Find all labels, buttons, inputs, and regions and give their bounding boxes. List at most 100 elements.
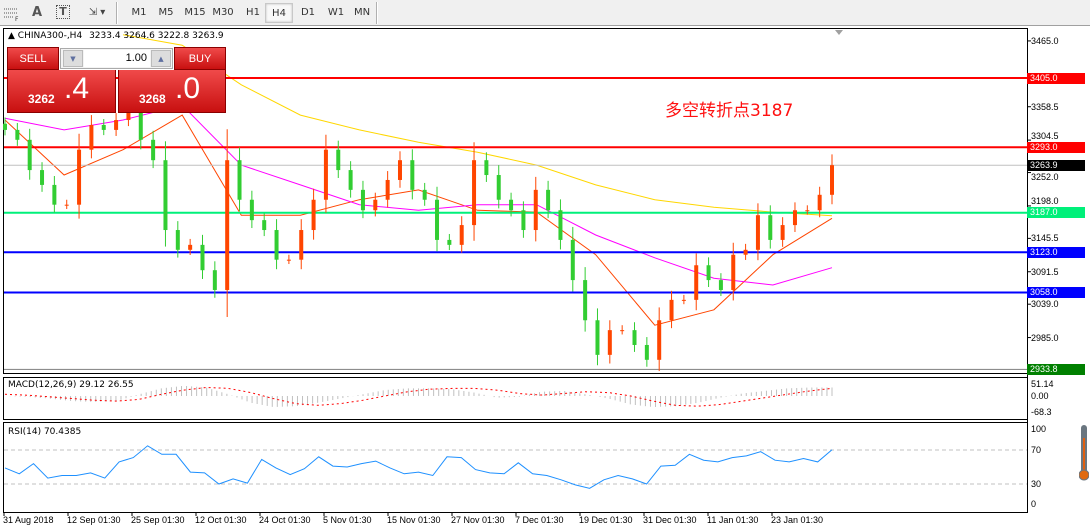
collapse-triangle-icon[interactable]: ▲ (8, 31, 15, 41)
candle-body (817, 194, 822, 211)
price-axis-label: 3198.0 (1031, 196, 1059, 207)
candle-body (151, 139, 156, 161)
timeframe-m30-button[interactable]: M30 (212, 7, 234, 18)
volume-increase-button[interactable]: ▲ (151, 50, 171, 67)
candle-body (200, 244, 205, 271)
text-box-icon[interactable]: T (54, 3, 72, 23)
candle-body (262, 220, 267, 231)
chart-shift-marker-icon (835, 30, 843, 35)
grid-f-icon[interactable]: F (2, 3, 22, 23)
timeframe-d1-button[interactable]: D1 (300, 7, 316, 18)
sell-button[interactable]: SELL (7, 47, 59, 70)
candle-body (768, 215, 773, 240)
candle-body (447, 239, 452, 245)
timeframe-m15-button[interactable]: M15 (184, 7, 206, 18)
buy-price-fraction: .0 (175, 72, 201, 105)
buy-price-button[interactable]: 3268 .0 (118, 70, 226, 113)
macd-panel-frame (3, 377, 1028, 420)
timeframe-h4-button[interactable]: H4 (265, 3, 293, 23)
candle-body (311, 199, 316, 231)
sell-price-button[interactable]: 3262 .4 (7, 70, 116, 113)
symbol-header: ▲ CHINA300-,H4 3233.4 3264.6 3222.8 3263… (8, 31, 224, 42)
price-level-label: 3293.0 (1027, 141, 1085, 153)
volume-stepper: ▼ 1.00 ▲ (60, 48, 173, 69)
candle-body (805, 210, 810, 212)
candle-body (595, 320, 600, 355)
candle-body (830, 165, 834, 195)
candle-body (546, 189, 551, 211)
price-level-label: 3058.0 (1027, 286, 1085, 298)
symbol-name: CHINA300-,H4 (17, 31, 83, 41)
price-axis-label: 3304.5 (1031, 130, 1059, 141)
buy-price-main: 3268 (139, 92, 166, 106)
price-axis-label: 2985.0 (1031, 332, 1059, 343)
candle-body (299, 230, 304, 260)
time-axis-label: 7 Dec 01:30 (515, 515, 564, 525)
price-axis-label: 3039.0 (1031, 299, 1059, 310)
candle-body (52, 184, 57, 205)
candle-body (780, 225, 785, 240)
sell-label: SELL (19, 53, 47, 65)
price-axis-label: 3091.5 (1031, 266, 1059, 277)
thermometer-icon[interactable] (1078, 425, 1090, 481)
candle-body (225, 160, 230, 290)
candle-body (274, 230, 279, 260)
arrows-dropdown-icon[interactable]: ⇲ ▾ (88, 7, 106, 18)
candle-body (163, 160, 168, 231)
candle-body (410, 160, 415, 190)
rsi-axis-30: 30 (1031, 479, 1042, 489)
ohlc-values: 3233.4 3264.6 3222.8 3263.9 (89, 31, 224, 41)
time-axis-label: 23 Jan 01:30 (771, 515, 824, 525)
one-click-trading-panel: SELL ▼ 1.00 ▲ BUY 3262 .4 3268 .0 (7, 47, 226, 113)
time-axis-label: 19 Dec 01:30 (579, 515, 633, 525)
candle-body (348, 170, 353, 190)
candle-body (422, 189, 427, 200)
candle-body (533, 189, 538, 231)
price-level-label: 3405.0 (1027, 72, 1085, 84)
moving-average-line-1 (4, 104, 833, 286)
candle-body (77, 149, 82, 205)
rsi-axis-0: 0 (1031, 499, 1037, 509)
candle-body (212, 270, 217, 290)
macd-label: MACD(12,26,9) 29.12 26.55 (8, 380, 134, 390)
time-axis-label: 12 Sep 01:30 (67, 515, 121, 525)
timeframe-m1-button[interactable]: M1 (131, 7, 147, 18)
macd-axis-zero: 0.00 (1031, 391, 1049, 401)
volume-decrease-button[interactable]: ▼ (63, 50, 83, 67)
moving-average-line-0 (4, 114, 833, 326)
macd-axis-max: 51.14 (1031, 379, 1054, 389)
candle-body (644, 344, 649, 360)
timeframe-mn-button[interactable]: MN (353, 7, 371, 18)
price-axis-label: 3252.0 (1031, 171, 1059, 182)
candle-body (681, 299, 686, 301)
candle-body (657, 320, 662, 360)
time-axis-label: 31 Aug 2018 (3, 515, 54, 525)
candle-body (249, 199, 254, 221)
volume-input[interactable]: 1.00 (84, 50, 150, 67)
sell-price-fraction: .4 (64, 72, 90, 105)
timeframe-w1-button[interactable]: W1 (327, 7, 345, 18)
candle-body (336, 149, 341, 171)
candle-body (496, 175, 501, 200)
candle-body (509, 199, 514, 211)
candle-body (620, 330, 625, 332)
toolbar-separator (116, 2, 118, 24)
candle-body (188, 244, 193, 250)
price-level-label: 3263.9 (1027, 159, 1085, 171)
candle-body (435, 199, 440, 240)
time-axis-label: 31 Dec 01:30 (643, 515, 697, 525)
candle-body (40, 170, 45, 185)
text-a-icon[interactable]: A (31, 5, 43, 20)
buy-button[interactable]: BUY (174, 47, 226, 70)
candle-body (755, 215, 760, 250)
candle-body (3, 123, 7, 130)
candle-body (27, 139, 32, 171)
toolbar-separator (376, 2, 378, 24)
candle-body (385, 179, 390, 200)
time-axis-label: 27 Nov 01:30 (451, 515, 505, 525)
timeframe-h1-button[interactable]: H1 (246, 7, 260, 18)
timeframe-m5-button[interactable]: M5 (158, 7, 174, 18)
rsi-axis-100: 100 (1031, 424, 1047, 434)
toolbar: F A T ⇲ ▾ M1 M5 M15 M30 H1 H4 D1 W1 MN (0, 0, 1090, 26)
